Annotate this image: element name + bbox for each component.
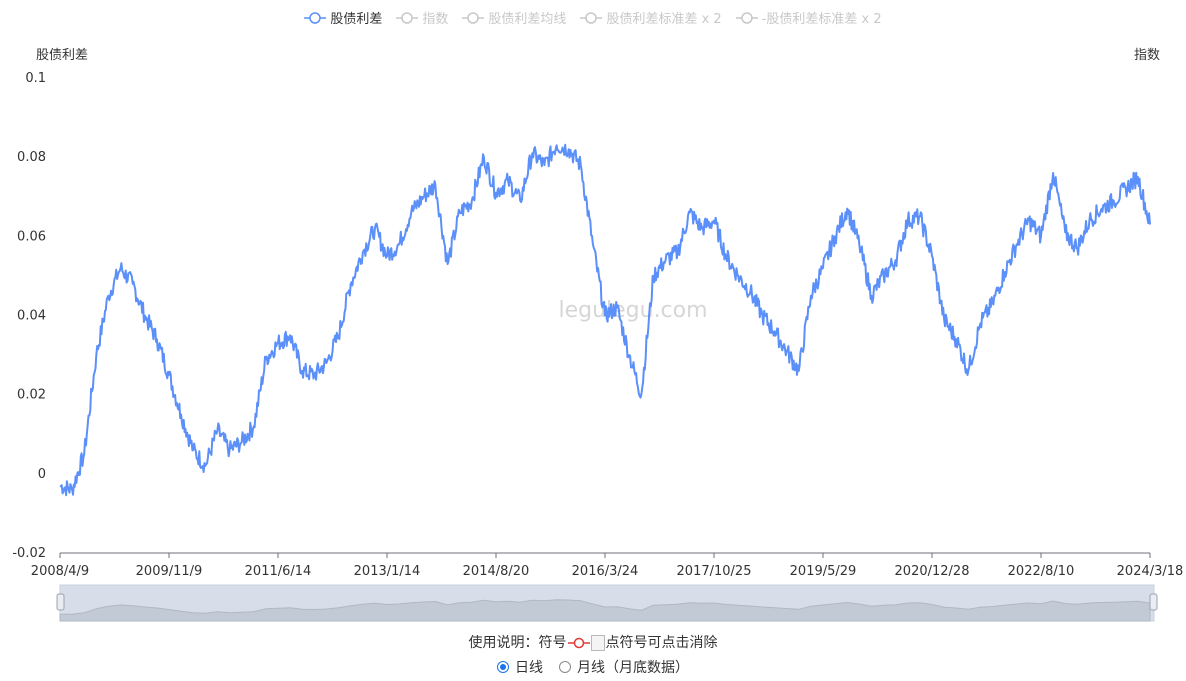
x-tick-label: 2016/3/24	[572, 564, 639, 579]
period-selector: 日线 月线（月底数据）	[0, 657, 1186, 677]
legend-label: 股债利差均线	[488, 12, 567, 27]
legend-symbol-icon	[567, 637, 590, 649]
radio-option-1[interactable]: 月线（月底数据）	[559, 657, 689, 677]
radio-button-icon[interactable]	[559, 661, 571, 673]
x-tick-label: 2014/8/20	[463, 564, 530, 579]
left-axis-name: 股债利差	[36, 48, 89, 63]
legend-item-0[interactable]: 股债利差	[304, 8, 382, 27]
x-tick-label: 2019/5/29	[790, 564, 857, 579]
legend-label: -股债利差标准差 x 2	[761, 12, 882, 27]
x-tick-label: 2008/4/9	[31, 564, 89, 579]
zoom-handle-left[interactable]	[56, 593, 65, 611]
usage-note: 使用说明：符号 点符号可点击消除	[0, 632, 1186, 652]
x-tick-label: 2024/3/18	[1117, 564, 1184, 579]
y-tick-label: 0.08	[17, 150, 46, 165]
zoom-handle-right[interactable]	[1149, 593, 1158, 611]
x-tick-label: 2013/1/14	[354, 564, 421, 579]
line-chart-svg: legulegu.com 0.1 0.08 0.06 0.04 0.02 0 -0.02 200…	[12, 71, 1184, 622]
right-axis-name: 指数	[1133, 48, 1160, 63]
legend-line-circle-icon	[735, 11, 758, 24]
usage-prefix: 使用说明：符号	[468, 635, 567, 651]
x-tick-label: 2022/8/10	[1008, 564, 1075, 579]
y-tick-label: 0	[38, 467, 46, 482]
y-tick-label: 0.06	[17, 229, 46, 244]
series-line-股债利差	[59, 143, 1151, 497]
legend-label: 股债利差标准差 x 2	[606, 12, 722, 27]
legend-item-1[interactable]: 指数	[396, 8, 448, 27]
x-tick-label: 2011/6/14	[245, 564, 312, 579]
radio-option-0[interactable]: 日线	[497, 657, 543, 677]
legend-line-circle-icon	[304, 11, 327, 24]
radio-label: 月线（月底数据）	[577, 660, 689, 676]
legend-label: 指数	[422, 12, 449, 27]
usage-suffix: 点符号可点击消除	[605, 635, 718, 651]
legend-label: 股债利差	[330, 12, 383, 27]
legend-item-4[interactable]: -股债利差标准差 x 2	[735, 8, 882, 27]
broken-image-icon	[590, 635, 605, 651]
legend-line-circle-icon	[462, 11, 485, 24]
x-tick-label: 2020/12/28	[895, 564, 970, 579]
legend-item-2[interactable]: 股债利差均线	[462, 8, 566, 27]
y-tick-label: -0.02	[12, 546, 46, 561]
y-tick-label: 0.04	[17, 309, 46, 324]
x-tick-label: 2009/11/9	[136, 564, 203, 579]
legend-line-circle-icon	[396, 11, 419, 24]
radio-label: 日线	[515, 660, 543, 676]
watermark: legulegu.com	[558, 298, 707, 323]
zoom-slider-preview	[59, 599, 1151, 622]
legend: 股债利差 指数 股债利差均线 股债利差标准差 x 2 -股债利差标准差 x 2	[0, 8, 1186, 27]
y-tick-label: 0.02	[17, 388, 46, 403]
legend-item-3[interactable]: 股债利差标准差 x 2	[580, 8, 722, 27]
legend-line-circle-icon	[580, 11, 603, 24]
radio-button-icon[interactable]	[497, 661, 509, 673]
y-tick-label: 0.1	[25, 71, 46, 86]
x-tick-label: 2017/10/25	[677, 564, 752, 579]
